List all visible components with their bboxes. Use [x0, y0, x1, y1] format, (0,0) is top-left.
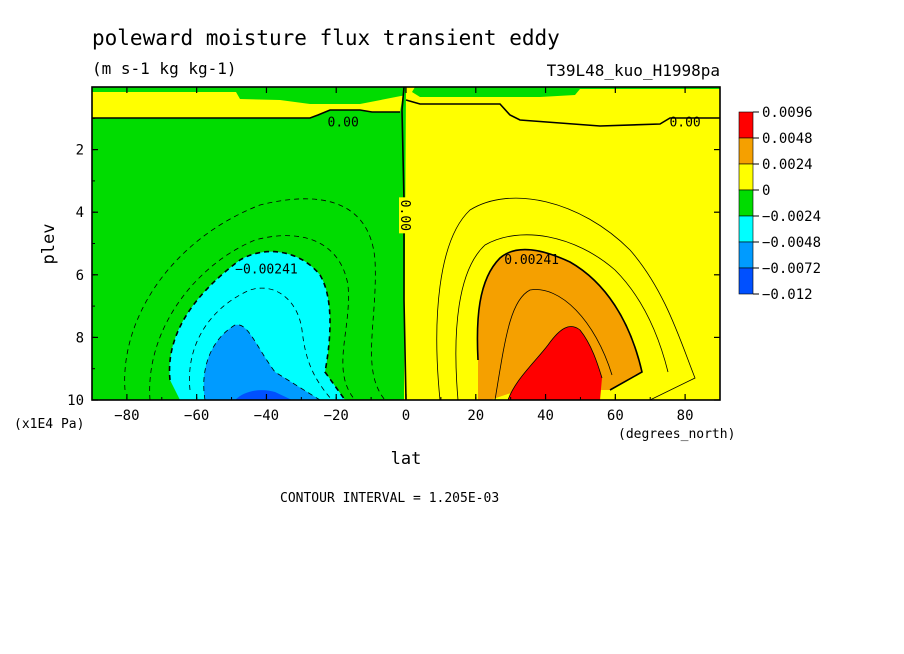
pos-contour-5 — [507, 326, 603, 400]
chart-title: poleward moisture flux transient eddy — [92, 26, 560, 50]
legend-swatch — [738, 215, 754, 243]
field-negative-right-top — [412, 87, 720, 97]
neg-contour-4 — [189, 287, 333, 400]
contour-interval-label: CONTOUR INTERVAL = 1.205E-03 — [280, 491, 499, 506]
legend-swatch — [738, 189, 754, 217]
y-tick-label: 10 — [67, 393, 84, 409]
color-legend: 0.0096 0.0048 0.0024 0 −0.0024 −0.0048 −0.0072… — [738, 105, 821, 303]
y-tick-label: 8 — [76, 330, 84, 346]
y-tick-label: 6 — [76, 268, 84, 284]
field-blue — [203, 324, 320, 400]
x-tick-label: −80 — [114, 408, 139, 424]
legend-label: 0.0096 — [762, 105, 813, 121]
field-darkblue — [235, 390, 292, 400]
field-negative-top-band — [92, 87, 406, 104]
x-axis: −80 −60 −40 −20 0 20 40 60 80 — [91, 87, 721, 424]
contour-label: −0.00241 — [235, 263, 298, 278]
contour-label-group: 0.00 — [397, 197, 414, 234]
x-tick-label: 60 — [607, 408, 624, 424]
y-units-label: (x1E4 Pa) — [14, 417, 84, 432]
contour-label: 0.00 — [328, 115, 359, 130]
x-tick-label: 20 — [467, 408, 484, 424]
legend-label: −0.012 — [762, 287, 813, 303]
y-axis: 2 4 6 8 10 — [67, 117, 720, 409]
x-tick-label: 40 — [537, 408, 554, 424]
legend-swatch — [738, 111, 754, 139]
legend-swatch — [738, 137, 754, 165]
y-axis-label: plev — [39, 224, 59, 265]
legend-label: −0.0072 — [762, 261, 821, 277]
neg-contour-5 — [203, 324, 321, 400]
legend-swatch — [738, 163, 754, 191]
pos-contour-outer — [436, 197, 696, 400]
contour-label: 0.00 — [669, 115, 700, 130]
legend-label: −0.0048 — [762, 235, 821, 251]
neg-contour-3 — [168, 250, 346, 400]
contour-label: 0.00 — [397, 200, 412, 231]
zero-contour-left — [92, 109, 400, 119]
x-tick-label: −40 — [254, 408, 279, 424]
contour-label: 0.00241 — [504, 253, 559, 268]
neg-contour-2 — [149, 235, 356, 400]
pos-contour-4 — [494, 289, 613, 400]
legend-swatch — [738, 241, 754, 269]
legend-label: −0.0024 — [762, 209, 821, 225]
x-tick-label: −20 — [324, 408, 349, 424]
zero-contour-right — [405, 99, 720, 127]
dataset-label: T39L48_kuo_H1998pa — [547, 61, 720, 80]
x-units-label: (degrees_north) — [618, 427, 735, 442]
field-red — [508, 326, 602, 400]
contour-label-layer: 0.00 0.00 0.00 −0.00241 0.00241 — [235, 115, 701, 277]
pos-contour-3 — [476, 248, 643, 391]
y-tick-label: 2 — [76, 143, 84, 159]
plot-area — [92, 87, 720, 400]
legend-swatch — [738, 267, 754, 295]
legend-label: 0.0024 — [762, 157, 813, 173]
x-tick-label: −60 — [184, 408, 209, 424]
contour-label-bg — [399, 197, 414, 234]
chart-units: (m s-1 kg kg-1) — [92, 59, 237, 78]
pos-contour-2 — [455, 234, 669, 400]
x-tick-label: 80 — [677, 408, 694, 424]
legend-label: 0.0048 — [762, 131, 813, 147]
x-axis-label: lat — [391, 449, 422, 469]
x-tick-label: 0 — [402, 408, 410, 424]
legend-label: 0 — [762, 183, 770, 199]
y-tick-label: 4 — [76, 205, 84, 221]
